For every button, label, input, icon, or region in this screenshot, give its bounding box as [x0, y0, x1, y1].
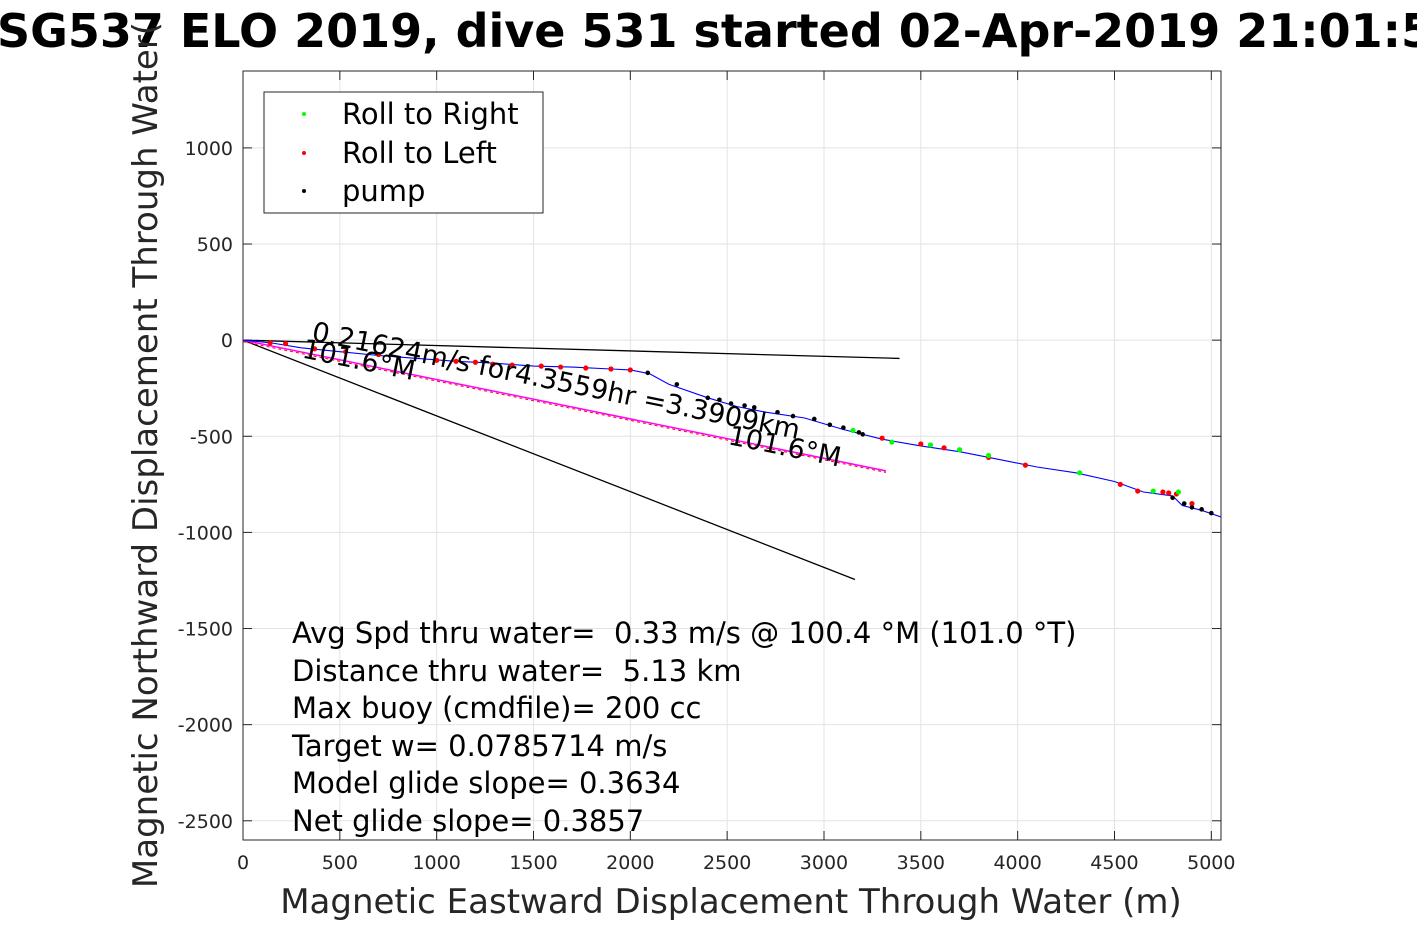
chart-title: SG537 ELO 2019, dive 531 started 02-Apr-…: [0, 4, 1417, 58]
stat-distance: Distance thru water= 5.13 km: [292, 654, 742, 688]
roll-left-marker: [453, 358, 459, 364]
track-line: [243, 339, 1221, 518]
y-tick-label: -1000: [178, 522, 233, 544]
x-tick-label: 0: [237, 852, 249, 874]
pump-marker: [775, 409, 780, 415]
y-tick-label: -2500: [178, 811, 233, 833]
pump-marker: [1199, 507, 1204, 512]
roll-right-marker: [927, 442, 934, 448]
x-tick-label: 4000: [993, 852, 1041, 874]
x-tick-label: 3000: [800, 852, 848, 874]
roll-left-marker: [375, 351, 382, 358]
roll-right-marker: [850, 427, 856, 434]
roll-left-marker: [283, 341, 289, 347]
y-tick-label: -1500: [178, 619, 233, 641]
pump-marker: [728, 401, 734, 406]
legend-marker-roll-left: [302, 151, 306, 155]
pump-marker: [1189, 505, 1195, 510]
y-axis-label: Magnetic Northward Displacement Through …: [126, 22, 166, 888]
roll-right-marker: [1150, 488, 1156, 494]
x-tick-label: 4500: [1090, 852, 1138, 874]
roll-right-marker: [956, 447, 963, 453]
pump-marker: [1209, 510, 1214, 516]
pump-marker: [790, 413, 796, 419]
heading-line: [243, 339, 856, 581]
roll-left-marker: [472, 359, 478, 365]
roll-left-marker: [267, 340, 273, 346]
y-tick-labels: 1000 500 0 -500 -1000 -1500 -2000 -2500: [178, 138, 233, 833]
roll-left-marker: [538, 363, 544, 369]
roll-left-marker: [509, 362, 515, 368]
heading-line: [243, 339, 900, 360]
x-tick-label: 1000: [412, 852, 460, 874]
roll-left-marker: [583, 365, 589, 371]
roll-left-marker: [879, 435, 885, 441]
roll-left-marker: [608, 366, 614, 372]
pump-marker: [1170, 495, 1175, 501]
roll-left-marker: [343, 349, 349, 355]
x-tick-labels: 0 500 1000 1500 2000 2500 3000 3500 4000 4500 5000: [237, 852, 1236, 874]
y-tick-label: -2000: [178, 715, 233, 737]
x-tick-label: 3500: [897, 852, 945, 874]
pump-marker: [705, 395, 711, 401]
legend-label-roll-left: Roll to Left: [342, 136, 497, 170]
pump-marker: [717, 397, 722, 403]
roll-left-marker: [1022, 462, 1028, 468]
pump-marker: [1181, 501, 1187, 506]
roll-left-marker: [558, 364, 564, 370]
legend-marker-pump: [302, 189, 306, 193]
roll-right-marker: [1077, 470, 1083, 476]
roll-left-marker: [434, 357, 440, 363]
pump-marker: [674, 382, 680, 387]
x-tick-label: 5000: [1187, 852, 1235, 874]
legend-label-pump: pump: [342, 174, 425, 208]
roll-left-marker: [918, 441, 924, 447]
roll-left-marker: [1135, 488, 1141, 494]
legend-box: [263, 91, 544, 214]
plot-frame: [242, 70, 1222, 841]
pump-marker: [827, 422, 833, 428]
pump-marker: [751, 405, 757, 410]
roll-left-marker: [627, 367, 633, 373]
pump-marker: [742, 403, 747, 408]
stat-max-buoy: Max buoy (cmdfile)= 200 cc: [292, 691, 701, 725]
x-axis-label: Magnetic Eastward Displacement Through W…: [280, 882, 1182, 922]
legend-label-roll-right: Roll to Right: [342, 97, 519, 131]
roll-left-marker: [490, 361, 496, 367]
roll-right-marker: [889, 439, 895, 445]
legend: Roll to Right Roll to Left pump: [263, 91, 544, 214]
y-tick-label: 1000: [185, 138, 233, 160]
roll-left-marker: [1160, 489, 1166, 495]
y-tick-label: -500: [190, 426, 233, 448]
roll-left-marker: [1189, 500, 1195, 507]
current-line-dashed: [243, 341, 887, 473]
pump-marker: [645, 370, 651, 376]
y-tick-label: 500: [197, 234, 233, 256]
x-tick-label: 500: [322, 852, 358, 874]
x-tick-label: 1500: [509, 852, 557, 874]
roll-left-marker: [1166, 490, 1172, 496]
pump-marker: [860, 432, 866, 437]
stat-target-w: Target w= 0.0785714 m/s: [291, 729, 667, 763]
roll-right-marker: [1175, 489, 1181, 495]
data-layer: [243, 339, 1221, 581]
x-tick-label: 2000: [606, 852, 654, 874]
pump-marker: [841, 425, 846, 430]
x-tick-label: 2500: [703, 852, 751, 874]
roll-left-marker: [941, 445, 947, 451]
current-line: [243, 339, 887, 472]
pump-marker: [812, 416, 817, 422]
pump-marker: [856, 430, 862, 435]
roll-right-marker: [986, 452, 992, 459]
roll-left-marker: [312, 346, 318, 352]
stat-model-glide: Model glide slope= 0.3634: [292, 766, 680, 800]
y-tick-label: 0: [221, 330, 233, 352]
stats-block: Avg Spd thru water= 0.33 m/s @ 100.4 °M …: [291, 616, 1076, 838]
stat-avg-speed: Avg Spd thru water= 0.33 m/s @ 100.4 °M …: [292, 616, 1076, 650]
legend-marker-roll-right: [302, 112, 306, 116]
roll-left-marker: [1117, 481, 1123, 487]
stat-net-glide: Net glide slope= 0.3857: [292, 804, 644, 838]
